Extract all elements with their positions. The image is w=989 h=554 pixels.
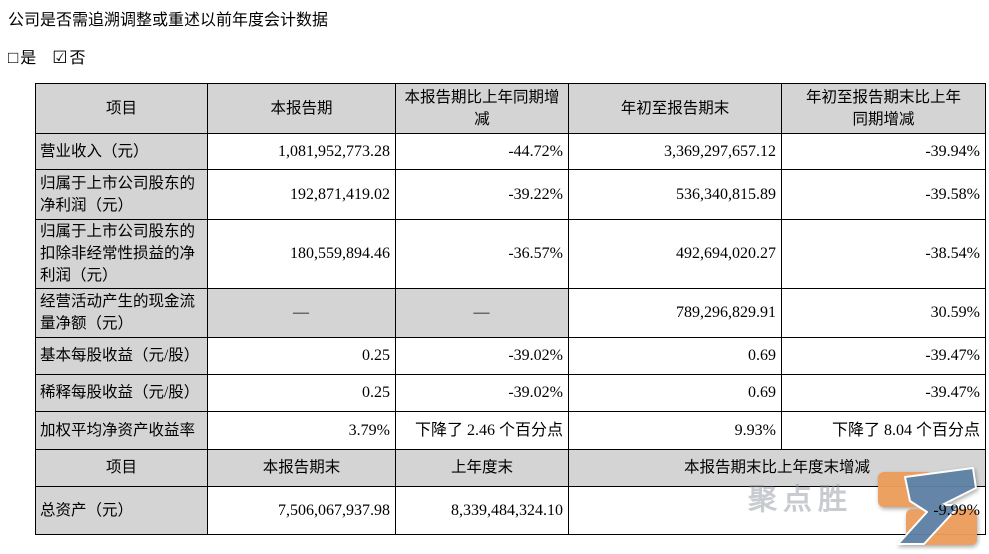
header-cell: 上年度末 bbox=[395, 449, 569, 487]
table-cell: 8,339,484,324.10 bbox=[395, 486, 569, 535]
checkbox-unchecked-icon: □ bbox=[8, 48, 19, 67]
page: { "header": { "question": "公司是否需追溯调整或重述以… bbox=[0, 10, 989, 554]
header-cell: 项目 bbox=[35, 449, 208, 487]
table-cell: 总资产（元） bbox=[35, 486, 208, 535]
table-cell: 30.59% bbox=[781, 288, 986, 338]
table-cell: -44.72% bbox=[395, 133, 569, 170]
table-cell: 经营活动产生的现金流量净额（元） bbox=[35, 288, 208, 338]
table-cell: 9.93% bbox=[568, 411, 782, 450]
table-cell: 0.69 bbox=[568, 374, 782, 412]
table-cell: 192,871,419.02 bbox=[207, 169, 396, 220]
table-cell: — bbox=[207, 288, 396, 338]
table-cell: 1,081,952,773.28 bbox=[207, 133, 396, 170]
table-cell: 536,340,815.89 bbox=[568, 169, 782, 220]
table-cell: — bbox=[395, 288, 569, 338]
option-yes-label: 是 bbox=[20, 50, 37, 67]
table-cell: 稀释每股收益（元/股） bbox=[35, 374, 208, 412]
table-cell: 0.25 bbox=[207, 374, 396, 412]
table-cell: -39.02% bbox=[395, 374, 569, 412]
option-no[interactable]: ☑ 否 bbox=[52, 48, 86, 67]
header-cell: 本报告期比上年同期增 减 bbox=[395, 83, 569, 134]
table-cell: 归属于上市公司股东的净利润（元） bbox=[35, 169, 208, 220]
table-cell: 加权平均净资产收益率 bbox=[35, 411, 208, 450]
table-cell: -38.54% bbox=[781, 219, 986, 289]
table-cell: 789,296,829.91 bbox=[568, 288, 782, 338]
header-cell: 年初至报告期末 bbox=[568, 83, 782, 134]
table-cell: 7,506,067,937.98 bbox=[207, 486, 396, 535]
option-yes[interactable]: □ 是 bbox=[8, 48, 37, 67]
table-cell: -39.94% bbox=[781, 133, 986, 170]
table-cell: 0.69 bbox=[568, 337, 782, 375]
header-cell: 本报告期末 bbox=[207, 449, 396, 487]
table-cell: 下降了 2.46 个百分点 bbox=[395, 411, 569, 450]
option-no-label: 否 bbox=[69, 50, 86, 67]
header-cell: 本报告期末比上年度末增减 bbox=[568, 449, 986, 487]
table-cell: 180,559,894.46 bbox=[207, 219, 396, 289]
table-cell: 基本每股收益（元/股） bbox=[35, 337, 208, 375]
table-cell: 0.25 bbox=[207, 337, 396, 375]
table-cell: 492,694,020.27 bbox=[568, 219, 782, 289]
table-cell: -39.22% bbox=[395, 169, 569, 220]
header-cell: 项目 bbox=[35, 83, 208, 134]
restatement-options: □ 是 ☑ 否 bbox=[8, 47, 989, 70]
checkbox-checked-icon: ☑ bbox=[52, 48, 68, 67]
header-cell: 年初至报告期末比上年 同期增减 bbox=[781, 83, 986, 134]
table-cell: -39.58% bbox=[781, 169, 986, 220]
table-cell: -39.47% bbox=[781, 337, 986, 375]
table-cell: 3.79% bbox=[207, 411, 396, 450]
table-cell: 归属于上市公司股东的扣除非经常性损益的净利润（元） bbox=[35, 219, 208, 289]
table-cell: 下降了 8.04 个百分点 bbox=[781, 411, 986, 450]
header-cell: 本报告期 bbox=[207, 83, 396, 134]
table-cell: 3,369,297,657.12 bbox=[568, 133, 782, 170]
financial-summary-table: 项目 本报告期 本报告期比上年同期增 减年初至报告期末 年初至报告期末比上年 同期增减… bbox=[35, 83, 986, 535]
question-text: 公司是否需追溯调整或重述以前年度会计数据 bbox=[8, 12, 329, 29]
table-cell: 营业收入（元） bbox=[35, 133, 208, 170]
table-cell: -9.99% bbox=[568, 486, 986, 535]
table-cell: -36.57% bbox=[395, 219, 569, 289]
table-cell: -39.47% bbox=[781, 374, 986, 412]
table-cell: -39.02% bbox=[395, 337, 569, 375]
